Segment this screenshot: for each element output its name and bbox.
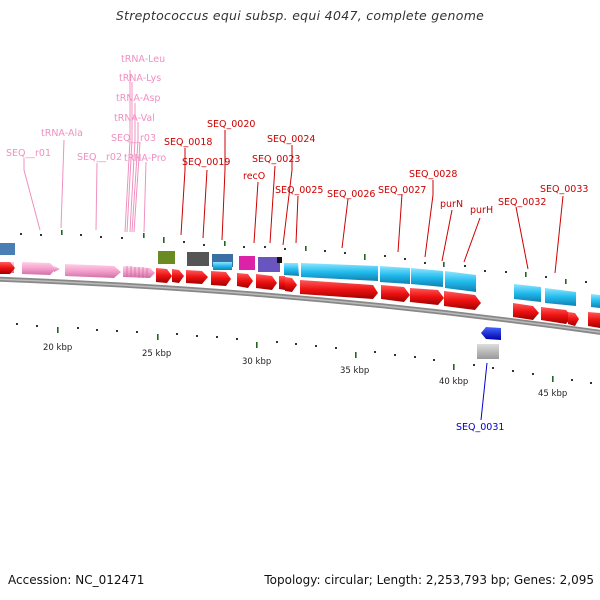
cds-red-long [300, 280, 378, 299]
accession-text: Accession: NC_012471 [8, 573, 145, 587]
inner-dots [16, 323, 592, 384]
kbp-label-25: 25 kbp [142, 349, 171, 359]
label-trna-asp: tRNA-Asp [116, 93, 160, 104]
label-seq-0032: SEQ_0032 [498, 197, 546, 208]
rna-arrow-1 [22, 262, 56, 275]
label-seq-0031: SEQ_0031 [456, 422, 504, 433]
label-trna-ala: tRNA-Ala [41, 128, 83, 139]
label-seq-0023: SEQ_0023 [252, 154, 300, 165]
kbp-label-45: 45 kbp [538, 389, 567, 399]
feature-blue-left [0, 243, 15, 255]
genome-title: Streptococcus equi subsp. equi 4047, com… [115, 8, 485, 23]
label-purn: purN [440, 199, 463, 210]
cds-reverse-blue [481, 327, 501, 340]
trna-connectors [23, 70, 147, 233]
rna-row [0, 262, 155, 278]
cds-seq-0026 [301, 263, 378, 281]
label-trna-leu: tRNA-Leu [121, 54, 165, 65]
cds-cyan-row [213, 262, 600, 308]
label-seq-0019: SEQ_0019 [182, 157, 230, 168]
label-trna-pro: tRNA-Pro [124, 153, 166, 164]
protein-connectors [180, 130, 564, 274]
feature-magenta [239, 256, 255, 270]
label-seq-r02: SEQ__r02 [77, 152, 122, 163]
cds-red-row [0, 262, 600, 328]
label-trna-val: tRNA-Val [114, 113, 155, 124]
kbp-label-20: 20 kbp [43, 343, 72, 353]
feature-grey-reverse [477, 344, 499, 359]
feature-olive [158, 251, 175, 264]
label-reco: recO [243, 171, 265, 182]
label-seq-0018: SEQ_0018 [164, 137, 212, 148]
inner-ticks [57, 327, 554, 382]
label-seq-0027: SEQ_0027 [378, 185, 426, 196]
genome-info-text: Topology: circular; Length: 2,253,793 bp… [264, 573, 594, 587]
reverse-connector [480, 362, 488, 421]
label-seq-r03: SEQ__r03 [111, 133, 156, 144]
kbp-label-30: 30 kbp [242, 357, 271, 367]
label-seq-0028: SEQ_0028 [409, 169, 457, 180]
label-seq-0020: SEQ_0020 [207, 119, 255, 130]
outer-dots [20, 233, 587, 283]
cds-seq-0027 [380, 266, 410, 284]
label-seq-0024: SEQ_0024 [267, 134, 315, 145]
kbp-label-40: 40 kbp [439, 377, 468, 387]
label-seq-0025: SEQ_0025 [275, 185, 323, 196]
feature-darkgrey [187, 252, 209, 266]
label-seq-0033: SEQ_0033 [540, 184, 588, 195]
label-seq-0026: SEQ_0026 [327, 189, 375, 200]
label-purh: purH [470, 205, 493, 216]
outer-ticks [61, 230, 567, 284]
feature-purple [258, 257, 280, 272]
kbp-label-35: 35 kbp [340, 366, 369, 376]
label-trna-lys: tRNA-Lys [119, 73, 161, 84]
feature-row-top [0, 243, 282, 272]
label-seq-r01: SEQ__r01 [6, 148, 51, 159]
rna-arrow-2 [65, 264, 121, 278]
